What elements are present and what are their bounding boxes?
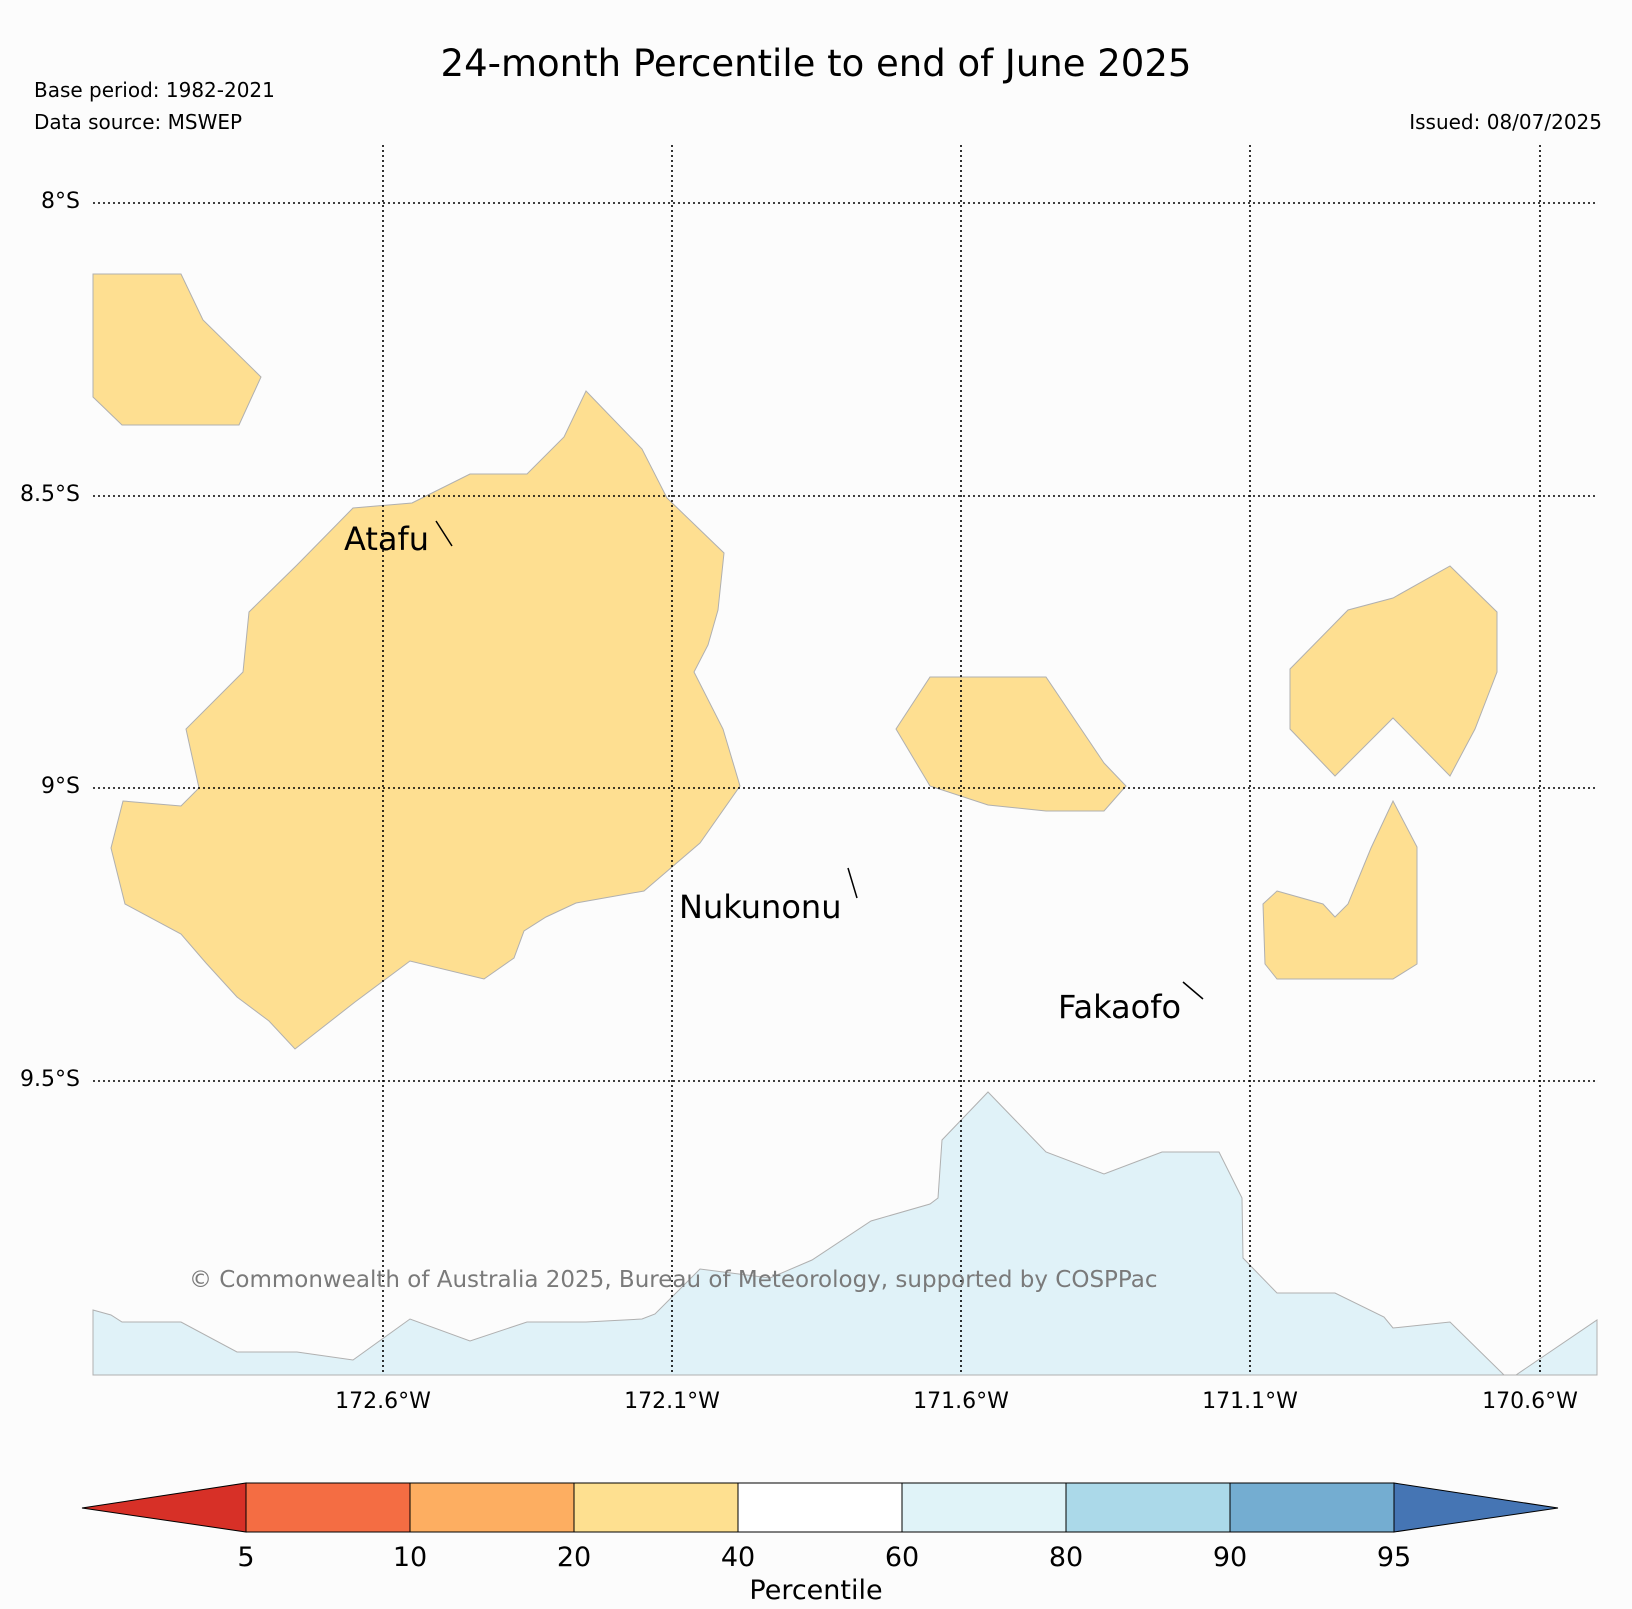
region-east-lower-dry [1262, 799, 1418, 980]
lon-label: 172.1°W [624, 1389, 720, 1414]
colorbar-tick: 40 [720, 1542, 756, 1573]
region-east-upper-dry [1289, 565, 1498, 777]
place-label-fakaofo: Fakaofo [1058, 988, 1182, 1026]
lat-label: 9.5°S [20, 1067, 80, 1092]
colorbar-segment [737, 1482, 903, 1533]
region-nw-dry [92, 273, 262, 426]
lat-label: 8°S [41, 189, 80, 214]
colorbar-tick: 20 [556, 1542, 592, 1573]
colorbar-segment [1065, 1482, 1231, 1533]
region-atafu-dry [110, 390, 741, 1050]
atafu-marker [435, 520, 453, 547]
lat-label: 9°S [41, 774, 80, 799]
colorbar-extend-high [1393, 1482, 1559, 1533]
lon-label: 170.6°W [1482, 1389, 1578, 1414]
nukunonu-marker [847, 867, 858, 899]
issued-date: Issued: 08/07/2025 [1409, 110, 1602, 134]
colorbar-tick: 10 [392, 1542, 428, 1573]
region-south-wet [92, 1091, 1598, 1376]
colorbar [81, 1482, 1559, 1533]
lon-label: 171.1°W [1202, 1389, 1298, 1414]
data-source: Data source: MSWEP [34, 110, 243, 134]
map-title: 24-month Percentile to end of June 2025 [440, 42, 1192, 85]
colorbar-label: Percentile [749, 1575, 883, 1606]
colorbar-segment [573, 1482, 739, 1533]
lat-label: 8.5°S [20, 482, 80, 507]
colorbar-extend-low [81, 1482, 247, 1533]
colorbar-tick: 5 [237, 1542, 255, 1573]
colorbar-tick: 95 [1376, 1542, 1412, 1573]
place-label-nukunonu: Nukunonu [679, 888, 842, 926]
colorbar-tick: 60 [884, 1542, 920, 1573]
colorbar-segment [1229, 1482, 1395, 1533]
colorbar-segment [901, 1482, 1067, 1533]
colorbar-tick: 80 [1048, 1542, 1084, 1573]
base-period: Base period: 1982-2021 [34, 78, 275, 102]
colorbar-tick: 90 [1212, 1542, 1248, 1573]
region-central-dry [895, 676, 1127, 812]
colorbar-segment [409, 1482, 575, 1533]
copyright-notice: © Commonwealth of Australia 2025, Bureau… [189, 1267, 1158, 1293]
colorbar-segment [245, 1482, 411, 1533]
lon-label: 171.6°W [913, 1389, 1009, 1414]
place-label-atafu: Atafu [344, 520, 430, 558]
lon-label: 172.6°W [335, 1389, 431, 1414]
fakaofo-marker [1182, 981, 1204, 1000]
